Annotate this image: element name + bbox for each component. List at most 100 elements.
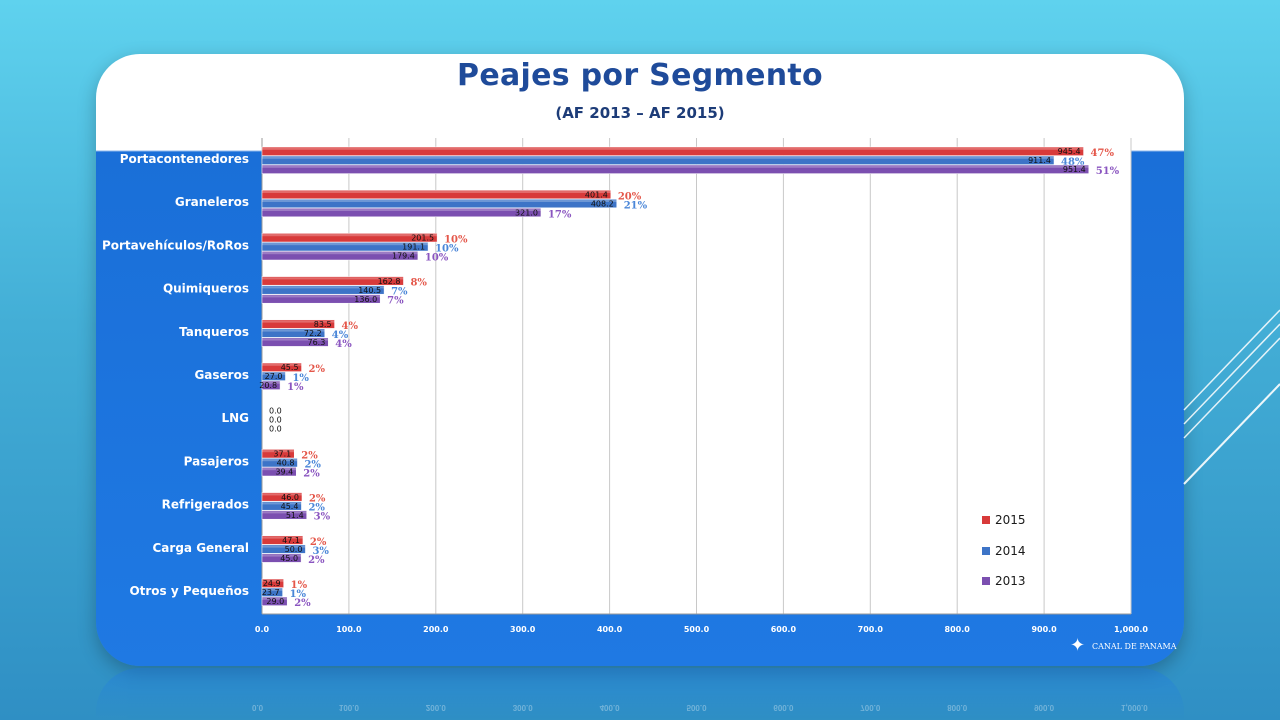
bar-2014 (261, 242, 429, 252)
data-label: 191.1 (402, 243, 425, 252)
legend-swatch-2015 (982, 516, 990, 524)
data-label: 23.7 (262, 588, 280, 597)
bar-highlight (262, 450, 295, 453)
percent-label: 47% (1091, 148, 1115, 159)
percent-label: 2% (309, 494, 326, 505)
bar-highlight (262, 579, 284, 582)
bar-2014 (261, 198, 617, 209)
bar-highlight (262, 511, 307, 514)
percent-label: 17% (548, 209, 572, 220)
percent-label: 51% (1096, 166, 1120, 177)
bar-2014 (261, 328, 325, 338)
reflection-tick: 900.0 (1034, 703, 1055, 712)
bar-highlight (262, 459, 298, 462)
data-label: 162.8 (378, 277, 401, 286)
percent-label: 48% (1061, 157, 1085, 168)
data-label: 951.4 (1063, 165, 1086, 174)
legend-label: 2015 (995, 513, 1026, 527)
data-label: 50.0 (285, 545, 303, 554)
decorative-lines (1183, 309, 1280, 485)
bar-2014 (261, 155, 1055, 165)
percent-label: 7% (387, 296, 404, 307)
x-tick-label: 100.0 (336, 625, 362, 634)
bar-highlight (262, 165, 1089, 168)
data-label: 321.0 (515, 208, 538, 217)
reflection-tick: 0.0 (252, 703, 264, 712)
reflection-ticks: 0.0 100.0 200.0 300.0 400.0 500.0 600.0 700.0 80… (96, 698, 1184, 712)
bar-highlight (262, 502, 302, 505)
reflection-tick: 500.0 (686, 703, 707, 712)
bar-highlight (262, 147, 1084, 150)
bar-2014 (261, 285, 385, 295)
bar-2015 (261, 535, 304, 545)
bar-2014 (261, 501, 302, 511)
category-label: Gaseros (194, 368, 249, 382)
percent-label: 2% (309, 364, 326, 375)
bar-2014 (261, 544, 306, 554)
data-label: 39.4 (275, 468, 293, 477)
bar-2015 (261, 578, 284, 588)
bar-2013 (261, 380, 281, 390)
data-label: 46.0 (281, 493, 299, 502)
slide-reflection: 0.0 100.0 200.0 300.0 400.0 500.0 600.0 700.0 80… (96, 668, 1184, 720)
data-label: 51.4 (286, 511, 304, 520)
reflection-tick: 700.0 (860, 703, 881, 712)
percent-label: 21% (624, 200, 648, 211)
percent-label: 7% (391, 287, 408, 298)
legend-swatch-2013 (982, 577, 990, 585)
bar-2015 (261, 492, 303, 502)
data-label: 136.0 (354, 295, 377, 304)
percent-label: 2% (294, 598, 311, 609)
bar-2014 (261, 371, 286, 381)
category-label: Pasajeros (184, 454, 249, 468)
percent-label: 10% (425, 253, 449, 264)
bar-2014 (261, 587, 283, 597)
reflection-tick: 200.0 (425, 703, 446, 712)
category-label: Otros y Pequeños (129, 584, 249, 598)
x-tick-label: 500.0 (684, 625, 710, 634)
data-label: 45.4 (281, 502, 299, 511)
percent-label: 20% (618, 191, 642, 202)
percent-label: 2% (308, 555, 325, 566)
category-label: Carga General (153, 541, 250, 555)
bar-2015 (261, 233, 438, 243)
percent-label: 4% (335, 339, 352, 350)
bar-2015 (261, 362, 302, 372)
bar-highlight (262, 286, 385, 289)
percent-label: 4% (332, 330, 349, 341)
bar-2015 (261, 146, 1084, 156)
logo-text: CANAL DE PANAMA (1092, 642, 1177, 651)
bar-2013 (261, 553, 302, 563)
bar-highlight (262, 545, 306, 548)
data-label: 20.8 (259, 381, 277, 390)
data-label: 0.0 (269, 415, 282, 424)
bar-2013 (261, 337, 329, 347)
bar-highlight (262, 363, 302, 366)
x-tick-label: 300.0 (510, 625, 536, 634)
x-tick-label: 200.0 (423, 625, 449, 634)
percent-label: 3% (312, 546, 329, 557)
percent-label: 2% (310, 537, 327, 548)
bar-2013 (261, 164, 1090, 174)
bar-highlight (262, 554, 302, 557)
percent-label: 1% (291, 580, 308, 591)
bar-highlight (262, 588, 283, 591)
percent-label: 10% (435, 244, 459, 255)
bar-2013 (261, 294, 381, 304)
reflection-tick: 100.0 (338, 703, 359, 712)
data-label: 45.0 (280, 554, 298, 563)
slide-subtitle: (AF 2013 – AF 2015) (555, 104, 725, 122)
bar-2013 (261, 207, 542, 218)
bar-2014 (261, 458, 298, 468)
percent-label: 2% (301, 451, 318, 462)
x-tick-label: 800.0 (945, 625, 971, 634)
bar-highlight (262, 243, 429, 246)
bar-highlight (262, 493, 302, 496)
percent-label: 2% (304, 460, 321, 471)
star-icon: ✦ (1070, 635, 1086, 655)
category-label: Tanqueros (179, 325, 249, 339)
percent-label: 8% (410, 278, 427, 289)
data-label: 24.9 (263, 579, 281, 588)
bar-highlight (262, 208, 541, 211)
